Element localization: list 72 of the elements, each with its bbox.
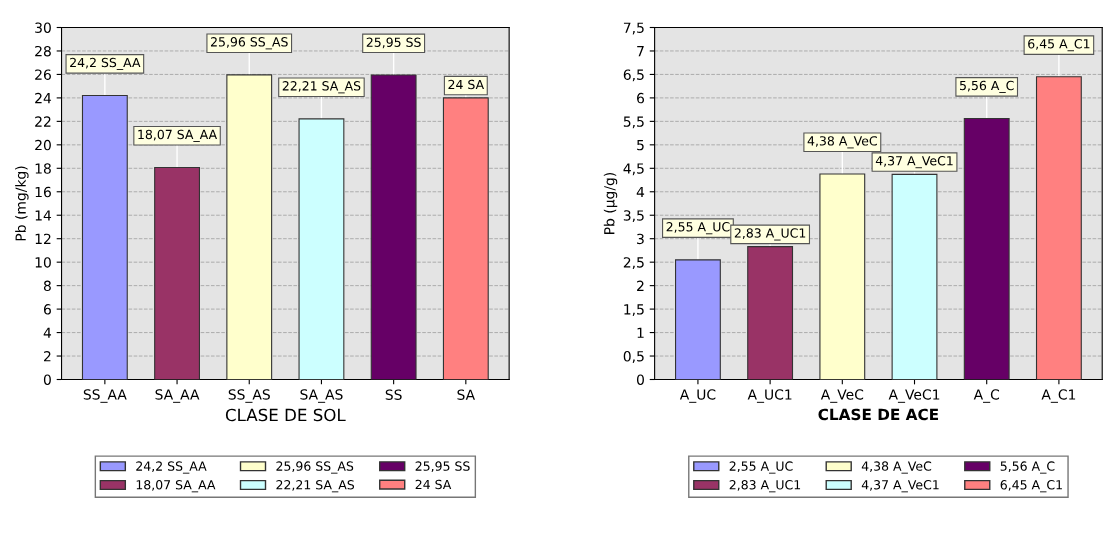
x-tick-label: A_UC	[679, 389, 716, 403]
y-tick-label: 4	[43, 327, 52, 338]
legend-label: 18,07 SA_AA	[136, 480, 216, 493]
y-axis-title: Pb (µg/g)	[603, 172, 618, 234]
data-label: 24,2 SS_AA	[70, 57, 141, 70]
y-tick-label: 4,5	[623, 163, 644, 176]
data-label: 22,21 SA_AS	[282, 81, 361, 94]
data-label: 4,38 A_VeC	[807, 136, 877, 149]
y-tick-label: 2	[44, 351, 51, 362]
data-label: 2,55 A_UC	[666, 222, 730, 235]
y-tick-label: 14	[35, 210, 52, 221]
y-tick-label: 6	[637, 92, 645, 104]
y-axis-title: Pb (mg/kg)	[15, 166, 29, 241]
data-label: 6,45 A_C1	[1028, 38, 1090, 52]
legend-label: 5,56 A_C	[1000, 461, 1055, 474]
y-tick-label: 2,5	[623, 257, 644, 270]
legend-label: 4,38 A_VeC	[861, 461, 932, 474]
legend-label: 22,21 SA_AS	[276, 480, 355, 493]
legend-label: 24 SA	[415, 479, 452, 490]
x-tick-label: SA_AS	[300, 389, 343, 403]
legend-label: 25,96 SS_AS	[276, 461, 354, 474]
data-label: 24 SA	[448, 79, 485, 90]
legend-label: 2,55 A_UC	[729, 461, 793, 474]
y-tick-label: 28	[35, 45, 51, 57]
x-tick-label: A_C1	[1041, 389, 1076, 403]
y-tick-label: 0	[636, 374, 644, 385]
legend-label: 2,83 A_UC1	[729, 480, 801, 493]
x-axis-title: CLASE DE SOL	[225, 408, 346, 422]
y-tick-label: 1,5	[624, 304, 644, 316]
y-tick-label: 3,5	[623, 210, 644, 223]
y-tick-label: 0,5	[623, 351, 644, 363]
y-tick-label: 7,5	[623, 22, 644, 35]
y-tick-label: 16	[35, 186, 51, 198]
x-tick-label: SS_AS	[228, 389, 270, 403]
legend-label: 24,2 SS_AA	[136, 461, 207, 474]
y-tick-label: 22	[35, 116, 51, 127]
y-tick-label: 4	[636, 186, 645, 198]
y-tick-label: 5,5	[623, 116, 644, 129]
x-axis-title: CLASE DE ACE	[818, 408, 939, 421]
y-tick-label: 0	[43, 374, 51, 385]
y-tick-label: 2	[637, 280, 644, 291]
x-tick-label: A_UC1	[747, 389, 792, 403]
x-tick-label: SS	[385, 389, 402, 400]
y-tick-label: 30	[35, 22, 51, 33]
y-tick-label: 20	[35, 139, 51, 151]
data-label: 5,56 A_C	[960, 80, 1014, 93]
y-tick-label: 26	[35, 69, 51, 80]
legend-label: 25,95 SS	[415, 461, 470, 473]
data-label: 4,37 A_VeC1	[875, 155, 953, 169]
legend-label: 4,37 A_VeC1	[861, 480, 939, 493]
data-label: 2,83 A_UC1	[734, 228, 806, 241]
y-tick-label: 12	[35, 233, 51, 244]
y-tick-label: 8	[43, 280, 51, 292]
data-label: 18,07 SA_AA	[138, 129, 218, 142]
y-tick-label: 10	[35, 257, 51, 268]
y-tick-label: 6,5	[623, 69, 644, 82]
x-tick-label: SA	[457, 389, 475, 400]
legend-label: 6,45 A_C1	[1000, 480, 1062, 493]
y-tick-label: 7	[637, 46, 644, 57]
x-tick-label: A_VeC1	[888, 389, 940, 403]
x-tick-label: A_C	[973, 389, 1000, 403]
x-tick-label: SS_AA	[83, 389, 127, 403]
y-tick-label: 5	[637, 139, 644, 151]
x-tick-label: SA_AA	[155, 389, 200, 403]
data-label: 25,96 SS_AS	[210, 37, 288, 50]
y-tick-label: 6	[43, 304, 51, 315]
y-tick-label: 3	[637, 233, 644, 245]
y-tick-label: 24	[35, 92, 52, 104]
y-tick-label: 18	[35, 163, 51, 174]
x-tick-label: A_VeC	[820, 389, 864, 403]
data-label: 25,95 SS	[366, 37, 421, 49]
y-tick-label: 1	[637, 327, 644, 338]
